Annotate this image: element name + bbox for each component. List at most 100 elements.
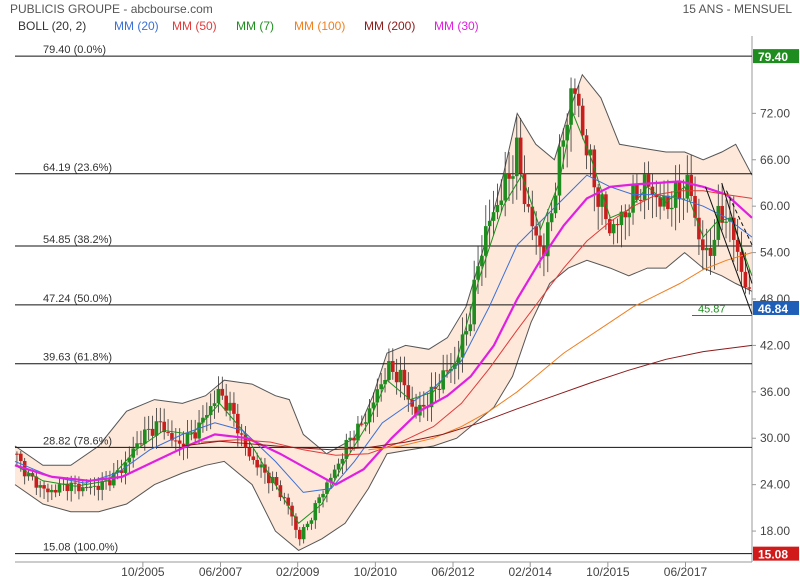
candle-body <box>154 421 159 436</box>
price-tag-label: 46.84 <box>758 302 788 316</box>
plot-area: 18.0024.0030.0036.0042.0048.0054.0060.00… <box>14 36 799 579</box>
candle-body <box>406 385 411 400</box>
fibonacci-level-label: 28.82 (78.6%) <box>43 435 112 447</box>
candle-body <box>135 443 139 449</box>
candle-body <box>360 423 364 425</box>
candle-body <box>534 226 538 236</box>
candle-body <box>693 195 697 218</box>
candle-body <box>573 88 577 94</box>
candle-body <box>685 174 690 199</box>
candle-body <box>619 211 624 226</box>
price-tag-box <box>753 49 799 64</box>
candle-body <box>437 388 442 390</box>
candle-body <box>19 453 23 461</box>
candle-body <box>588 149 593 156</box>
candle-body <box>42 485 46 489</box>
candle-body <box>697 217 701 240</box>
candle-body <box>390 361 395 372</box>
candle-body <box>739 251 744 272</box>
candle-body <box>507 173 511 179</box>
candle-body <box>394 371 399 383</box>
candle-body <box>724 221 728 223</box>
candle-body <box>615 224 620 226</box>
candle-body <box>267 472 271 484</box>
candle-body <box>205 415 209 418</box>
candle-body <box>278 485 283 498</box>
fibonacci-level-label: 15.08 (100.0%) <box>43 542 118 554</box>
y-tick-label: 30.00 <box>760 431 790 445</box>
candle-body <box>294 516 298 530</box>
candle-body <box>646 174 651 187</box>
candle-body <box>100 481 104 490</box>
x-tick-label: 10/2015 <box>586 565 630 579</box>
legend-item: MM (7) <box>236 19 274 33</box>
candle-body <box>108 480 112 486</box>
candle-body <box>728 217 732 222</box>
candle-body <box>499 200 504 205</box>
candle-body <box>46 488 50 493</box>
candle-body <box>666 195 670 210</box>
candle-body <box>127 457 132 463</box>
candle-body <box>638 199 643 201</box>
candle-body <box>189 432 194 434</box>
candle-body <box>356 423 360 441</box>
bollinger-upper-line <box>14 73 753 466</box>
candle-body <box>170 433 174 441</box>
y-tick-label: 60.00 <box>760 199 790 213</box>
candle-body <box>193 432 197 439</box>
candle-body <box>611 224 616 234</box>
candle-body <box>228 402 232 411</box>
fibonacci-level-label: 79.40 (0.0%) <box>43 44 106 56</box>
candle-body <box>584 135 589 156</box>
candle-body <box>26 473 31 477</box>
candle-body <box>352 437 356 441</box>
candle-body <box>580 105 585 136</box>
candle-body <box>421 404 426 407</box>
candle-body <box>487 220 492 227</box>
series-line <box>368 252 753 451</box>
candle-body <box>704 247 709 251</box>
candle-body <box>542 246 546 257</box>
candle-body <box>96 485 101 490</box>
candle-body <box>50 489 54 493</box>
candle-body <box>286 497 290 506</box>
candle-body <box>321 493 325 498</box>
candle-body <box>483 226 488 256</box>
candle-body <box>669 207 674 210</box>
candle-body <box>658 197 662 207</box>
candle-body <box>367 408 372 423</box>
chart-title: PUBLICIS GROUPE - abcbourse.com <box>10 2 213 16</box>
legend-item: MM (30) <box>434 19 479 33</box>
trendline <box>705 186 753 315</box>
candle-body <box>34 476 39 488</box>
candle-body <box>631 183 635 213</box>
price-tag-box <box>753 300 799 315</box>
candle-body <box>88 486 93 488</box>
price-tag-label: 15.08 <box>758 548 788 562</box>
candle-body <box>464 331 469 335</box>
candle-body <box>414 406 418 416</box>
candle-body <box>305 523 310 528</box>
candle-body <box>607 219 612 234</box>
candle-body <box>53 489 58 493</box>
price-tag-box <box>753 546 799 561</box>
candle-body <box>441 370 445 390</box>
candle-body <box>290 505 294 517</box>
x-tick-label: 02/2009 <box>276 565 320 579</box>
candle-body <box>708 247 713 256</box>
candle-body <box>495 204 500 213</box>
candle-body <box>162 421 166 433</box>
candle-body <box>689 174 693 196</box>
candle-body <box>77 483 81 492</box>
annotation-label: 45.87 <box>698 303 726 315</box>
candle-body <box>243 434 248 448</box>
legend-item: MM (20) <box>114 19 159 33</box>
fibonacci-level-label: 47.24 (50.0%) <box>43 293 112 305</box>
candle-body <box>301 527 306 540</box>
chart-period: 15 ANS - MENSUEL <box>683 2 793 16</box>
candle-body <box>731 217 736 240</box>
candle-body <box>174 440 178 442</box>
candle-body <box>247 447 252 457</box>
candle-body <box>673 182 678 208</box>
